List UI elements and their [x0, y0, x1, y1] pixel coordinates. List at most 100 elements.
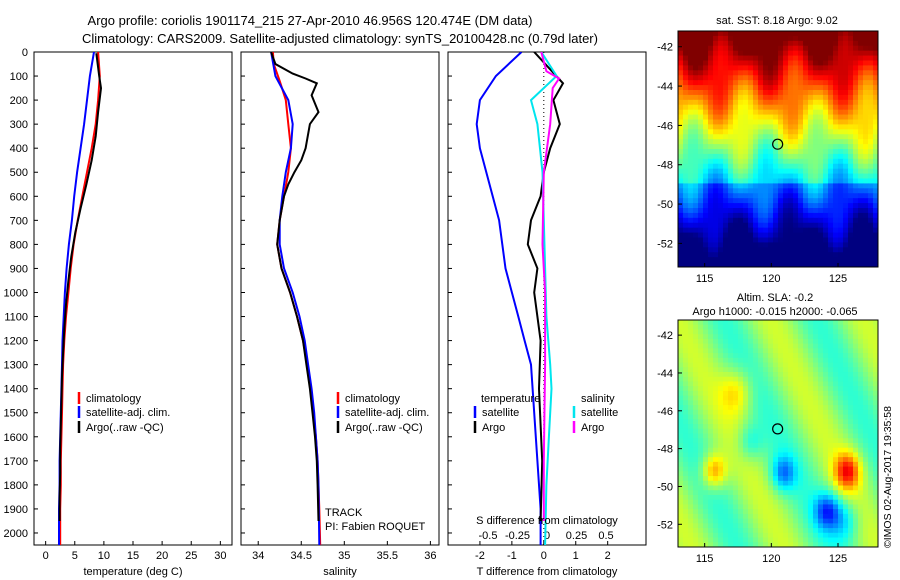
map-cell: [678, 409, 684, 416]
map-cell: [848, 80, 854, 86]
map-cell: [793, 193, 799, 199]
map-cell: [713, 45, 719, 52]
map-cell: [733, 466, 739, 472]
map-cell: [768, 217, 774, 224]
map-cell: [838, 45, 844, 52]
series-line-argo: [526, 52, 565, 522]
map-cell: [708, 222, 714, 229]
map-cell: [683, 338, 689, 345]
map-cell: [843, 99, 849, 106]
map-cell: [738, 252, 744, 258]
map-cell: [773, 405, 779, 411]
map-cell: [733, 262, 739, 267]
map-cell: [828, 338, 834, 345]
map-cell: [808, 438, 814, 444]
map-cell: [683, 523, 689, 529]
map-cell: [783, 129, 789, 135]
map-cell: [683, 50, 689, 57]
map-cell: [868, 183, 874, 189]
map-cell: [823, 476, 829, 482]
map-cell: [793, 134, 799, 140]
map-cell: [768, 237, 774, 244]
map-cell: [753, 329, 759, 335]
map-cell: [818, 70, 824, 76]
map-cell: [743, 119, 749, 126]
map-cell: [773, 203, 779, 209]
map-cell: [818, 362, 824, 368]
map-cell: [723, 532, 729, 539]
map-cell: [833, 424, 839, 430]
map-cell: [868, 168, 874, 175]
map-cell: [758, 509, 764, 515]
map-cell: [788, 153, 794, 160]
map-cell: [753, 40, 759, 47]
map-cell: [808, 400, 814, 406]
map-cell: [743, 114, 749, 121]
map-cell: [713, 329, 719, 335]
map-cell: [793, 227, 799, 234]
map-cell: [743, 178, 749, 185]
map-cell: [708, 163, 714, 170]
map-cell: [868, 178, 874, 185]
map-cell: [783, 372, 789, 378]
map-cell: [728, 428, 734, 435]
map-cell: [748, 367, 754, 373]
map-cell: [738, 75, 744, 81]
map-cell: [708, 94, 714, 101]
map-cell: [818, 183, 824, 189]
map-cell: [848, 528, 854, 534]
map-cell: [808, 367, 814, 373]
map-cell: [683, 203, 689, 209]
map-cell: [853, 109, 859, 116]
map-cell: [748, 139, 754, 145]
map-cell: [708, 542, 714, 547]
map-cell: [778, 114, 784, 121]
map-cell: [698, 50, 704, 57]
map-cell: [683, 242, 689, 248]
map-cell: [803, 75, 809, 81]
map-cell: [803, 208, 809, 214]
map-cell: [753, 163, 759, 170]
map-cell: [688, 129, 694, 135]
map-cell: [773, 338, 779, 345]
map-cell: [858, 471, 864, 477]
map-cell: [723, 409, 729, 416]
map-cell: [688, 424, 694, 430]
map-cell: [693, 428, 699, 435]
map-cell: [858, 129, 864, 135]
map-cell: [728, 65, 734, 71]
map-cell: [848, 348, 854, 354]
map-cell: [868, 480, 874, 487]
map-cell: [743, 409, 749, 416]
map-cell: [683, 31, 689, 37]
map-cell: [703, 31, 709, 37]
map-cell: [838, 109, 844, 116]
map-cell: [768, 104, 774, 111]
map-cell: [838, 247, 844, 253]
map-cell: [758, 217, 764, 224]
map-cell: [748, 513, 754, 520]
map-cell: [763, 442, 769, 449]
map-cell: [838, 208, 844, 214]
map-cell: [718, 119, 724, 126]
map-cell: [763, 471, 769, 477]
map-cell: [768, 523, 774, 529]
map-cell: [843, 153, 849, 160]
map-cell: [748, 395, 754, 401]
map-cell: [858, 124, 864, 130]
map-cell: [788, 173, 794, 180]
map-cell: [733, 395, 739, 401]
map-cell: [768, 262, 774, 267]
map-cell: [823, 357, 829, 364]
map-cell: [683, 198, 689, 204]
y-tick-label: 0: [22, 47, 28, 59]
map-cell: [733, 232, 739, 239]
map-cell: [863, 94, 869, 101]
map-cell: [873, 461, 878, 468]
map-cell: [693, 542, 699, 547]
map-cell: [693, 119, 699, 126]
map-cell: [713, 40, 719, 47]
map-cell: [728, 414, 734, 420]
map-cell: [873, 395, 878, 401]
